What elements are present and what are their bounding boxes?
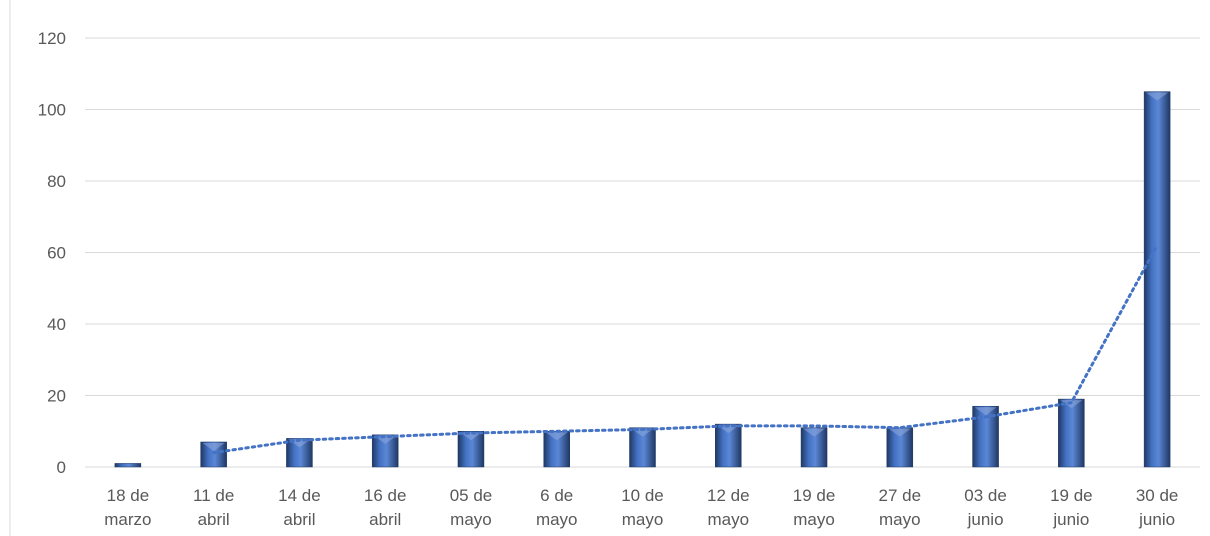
bar (1058, 398, 1085, 468)
x-tick-label: 6 de (540, 486, 573, 505)
x-tick-label: 19 de (1050, 486, 1093, 505)
gridlines (85, 37, 1200, 468)
x-tick-label: 19 de (793, 486, 836, 505)
bar-top-highlight (202, 442, 225, 451)
x-tick-label: 27 de (879, 486, 922, 505)
x-tick-label: 30 de (1136, 486, 1179, 505)
x-tick-label: mayo (622, 510, 664, 529)
bar (114, 463, 142, 468)
x-tick-label: mayo (793, 510, 835, 529)
x-tick-label: 18 de (107, 486, 150, 505)
x-tick-label: junio (1138, 510, 1175, 529)
x-tick-label: 12 de (707, 486, 750, 505)
x-axis-labels: 18 de marzo 11 de abril 14 de abril 16 de abril… (104, 486, 1178, 529)
bar (371, 434, 399, 468)
bar-top-highlight (1146, 92, 1169, 101)
x-tick-label: mayo (707, 510, 749, 529)
x-tick-label: junio (967, 510, 1004, 529)
y-tick-label: 100 (38, 101, 66, 120)
x-tick-label: mayo (450, 510, 492, 529)
x-tick-label: 03 de (964, 486, 1007, 505)
bar-top-highlight (974, 407, 997, 416)
x-tick-label: abril (369, 510, 401, 529)
x-tick-label: mayo (536, 510, 578, 529)
bar-top-highlight (803, 428, 826, 437)
y-axis-ticks: 0 20 40 60 80 100 120 (38, 29, 66, 477)
y-tick-label: 80 (47, 172, 66, 191)
y-tick-label: 20 (47, 387, 66, 406)
x-tick-label: 11 de (193, 486, 234, 505)
x-tick-label: 14 de (278, 486, 321, 505)
y-tick-label: 60 (47, 244, 66, 263)
x-tick-label: marzo (104, 510, 151, 529)
y-tick-label: 120 (38, 29, 66, 48)
trend-line-layer (212, 243, 1159, 455)
bars (114, 91, 1171, 468)
bar-top-highlight (545, 432, 568, 441)
x-tick-label: mayo (879, 510, 921, 529)
x-tick-label: abril (283, 510, 315, 529)
bar (1143, 91, 1171, 468)
bar (629, 427, 656, 468)
trend-line (212, 243, 1159, 455)
x-tick-label: junio (1052, 510, 1089, 529)
y-tick-label: 0 (57, 458, 66, 477)
x-tick-label: abril (198, 510, 230, 529)
x-tick-label: 05 de (450, 486, 493, 505)
bar-top-highlight (888, 428, 911, 437)
x-tick-label: 10 de (621, 486, 664, 505)
x-tick-label: 16 de (364, 486, 407, 505)
y-tick-label: 40 (47, 315, 66, 334)
